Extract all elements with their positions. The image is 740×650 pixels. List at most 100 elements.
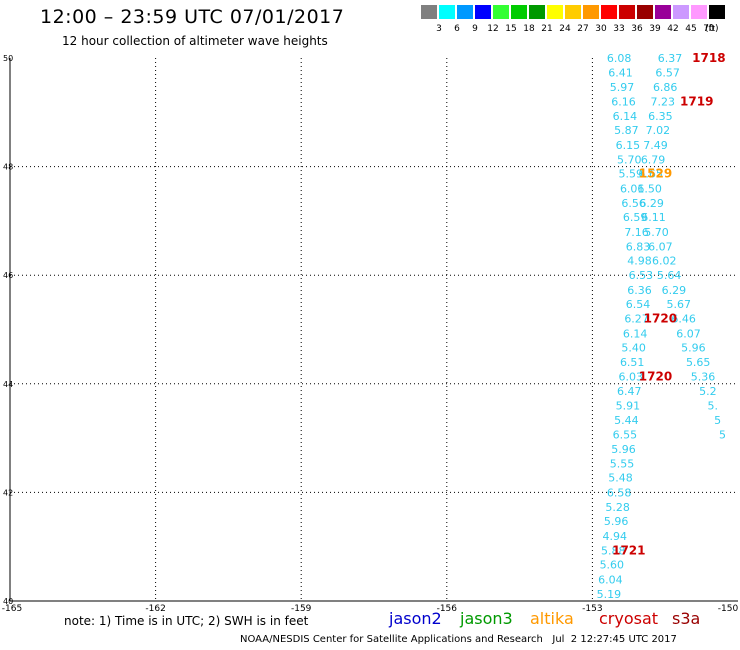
color-scale-label: 45 bbox=[685, 24, 697, 34]
color-scale-label: 70 bbox=[703, 24, 715, 34]
footer-note: note: 1) Time is in UTC; 2) SWH is in fe… bbox=[64, 614, 309, 628]
wave-height-label: 6.02 bbox=[652, 255, 677, 268]
color-scale-label: 3 bbox=[436, 24, 442, 34]
color-scale-label: 24 bbox=[559, 24, 571, 34]
wave-height-label: 5.64 bbox=[657, 269, 682, 282]
wave-height-label: 5.67 bbox=[667, 298, 692, 311]
wave-height-label: 6.54 bbox=[626, 298, 651, 311]
color-scale-label: 33 bbox=[613, 24, 625, 34]
time-label: 1721 bbox=[612, 544, 645, 558]
wave-height-label: 6.58 bbox=[607, 486, 632, 499]
y-tick-label: 50 bbox=[3, 54, 13, 63]
y-tick-label: 40 bbox=[3, 597, 13, 606]
color-scale-unit: (ft) bbox=[705, 24, 719, 34]
color-swatch bbox=[565, 5, 581, 19]
footer-credit: NOAA/NESDIS Center for Satellite Applica… bbox=[240, 634, 677, 645]
satellite-legend-cryosat: cryosat bbox=[599, 609, 659, 628]
wave-height-label: 5.60 bbox=[600, 559, 625, 572]
wave-height-label: 5.59 bbox=[618, 168, 643, 181]
color-scale-label: 36 bbox=[631, 24, 643, 34]
wave-height-label: 6.53 bbox=[629, 269, 654, 282]
wave-height-label: 6.15 bbox=[616, 139, 641, 152]
color-swatch bbox=[583, 5, 599, 19]
wave-height-label: 4.98 bbox=[627, 255, 652, 268]
wave-height-label: 5.19 bbox=[597, 588, 622, 601]
color-swatch bbox=[637, 5, 653, 19]
color-swatch bbox=[457, 5, 473, 19]
y-tick-label: 46 bbox=[3, 271, 13, 280]
wave-height-label: 5.65 bbox=[686, 356, 711, 369]
wave-height-label: 6.07 bbox=[676, 327, 701, 340]
satellite-legend-jason3: jason3 bbox=[460, 609, 513, 628]
wave-height-label: 6.51 bbox=[620, 356, 645, 369]
x-tick-label: -156 bbox=[437, 604, 458, 614]
x-tick-label: -165 bbox=[2, 604, 22, 614]
wave-height-label: 5.91 bbox=[616, 400, 641, 413]
color-swatch bbox=[673, 5, 689, 19]
wave-height-label: 6.56 bbox=[621, 197, 646, 210]
satellite-legend-altika: altika bbox=[530, 609, 574, 628]
wave-height-label: 6.83 bbox=[626, 240, 651, 253]
color-swatch bbox=[601, 5, 617, 19]
x-tick-label: -159 bbox=[291, 604, 312, 614]
wave-height-label: 5.88 bbox=[601, 545, 626, 558]
time-label: 1529 bbox=[639, 167, 672, 181]
color-swatch bbox=[619, 5, 635, 19]
color-swatch bbox=[511, 5, 527, 19]
color-scale-label: 18 bbox=[523, 24, 535, 34]
wave-height-label: 5 bbox=[714, 414, 721, 427]
wave-height-label: 6.65 bbox=[638, 168, 663, 181]
wave-height-label: 6.46 bbox=[671, 313, 696, 326]
wave-height-label: 6.11 bbox=[641, 211, 666, 224]
color-swatch bbox=[421, 5, 437, 19]
wave-height-label: 6.47 bbox=[617, 385, 642, 398]
wave-height-label: 6.29 bbox=[662, 284, 687, 297]
color-swatch bbox=[493, 5, 509, 19]
wave-height-label: 5.40 bbox=[621, 341, 646, 354]
wave-height-label: 7.16 bbox=[624, 226, 649, 239]
wave-height-label: 6.07 bbox=[648, 240, 673, 253]
y-tick-label: 44 bbox=[3, 380, 13, 389]
wave-height-label: 5 bbox=[719, 428, 726, 441]
color-swatch bbox=[439, 5, 455, 19]
wave-height-label: 5.48 bbox=[608, 472, 633, 485]
color-scale-label: 39 bbox=[649, 24, 661, 34]
time-label: 1720 bbox=[644, 312, 677, 326]
wave-height-label: 6.08 bbox=[607, 52, 632, 65]
wave-height-label: 5.96 bbox=[681, 341, 706, 354]
color-scale-label: 27 bbox=[577, 24, 589, 34]
wave-height-label: 6.36 bbox=[627, 284, 652, 297]
color-scale-label: 21 bbox=[541, 24, 553, 34]
wave-height-label: 6.14 bbox=[613, 110, 638, 123]
chart-subtitle: 12 hour collection of altimeter wave hei… bbox=[62, 34, 328, 48]
wave-height-label: 5.36 bbox=[691, 371, 716, 384]
wave-height-label: 6.01 bbox=[620, 182, 645, 195]
color-scale-label: 12 bbox=[487, 24, 499, 34]
color-scale-label: 9 bbox=[472, 24, 478, 34]
time-label: 1718 bbox=[692, 51, 725, 65]
time-label: 1719 bbox=[680, 94, 713, 108]
wave-height-label: 6.29 bbox=[639, 197, 664, 210]
x-tick-label: -162 bbox=[145, 604, 165, 614]
wave-height-label: 6.27 bbox=[624, 313, 649, 326]
color-swatch bbox=[529, 5, 545, 19]
wave-height-label: 6.37 bbox=[658, 52, 683, 65]
wave-height-label: 6.50 bbox=[637, 182, 662, 195]
wave-height-label: 5.96 bbox=[604, 515, 629, 528]
y-tick-label: 42 bbox=[3, 488, 13, 497]
wave-height-label: 5.97 bbox=[610, 81, 635, 94]
wave-height-label: 7.49 bbox=[643, 139, 668, 152]
chart-title: 12:00 – 23:59 UTC 07/01/2017 bbox=[40, 6, 345, 28]
wave-height-label: 6.86 bbox=[653, 81, 678, 94]
wave-height-label: 5.28 bbox=[605, 501, 630, 514]
y-tick-label: 48 bbox=[3, 163, 13, 172]
color-swatch bbox=[709, 5, 725, 19]
time-label: 1720 bbox=[639, 370, 672, 384]
satellite-legend-jason2: jason2 bbox=[389, 609, 442, 628]
color-swatch bbox=[547, 5, 563, 19]
wave-height-label: 5.87 bbox=[614, 124, 639, 137]
wave-height-label: 6.04 bbox=[598, 573, 623, 586]
color-swatch bbox=[475, 5, 491, 19]
wave-height-label: 5.70 bbox=[644, 226, 669, 239]
